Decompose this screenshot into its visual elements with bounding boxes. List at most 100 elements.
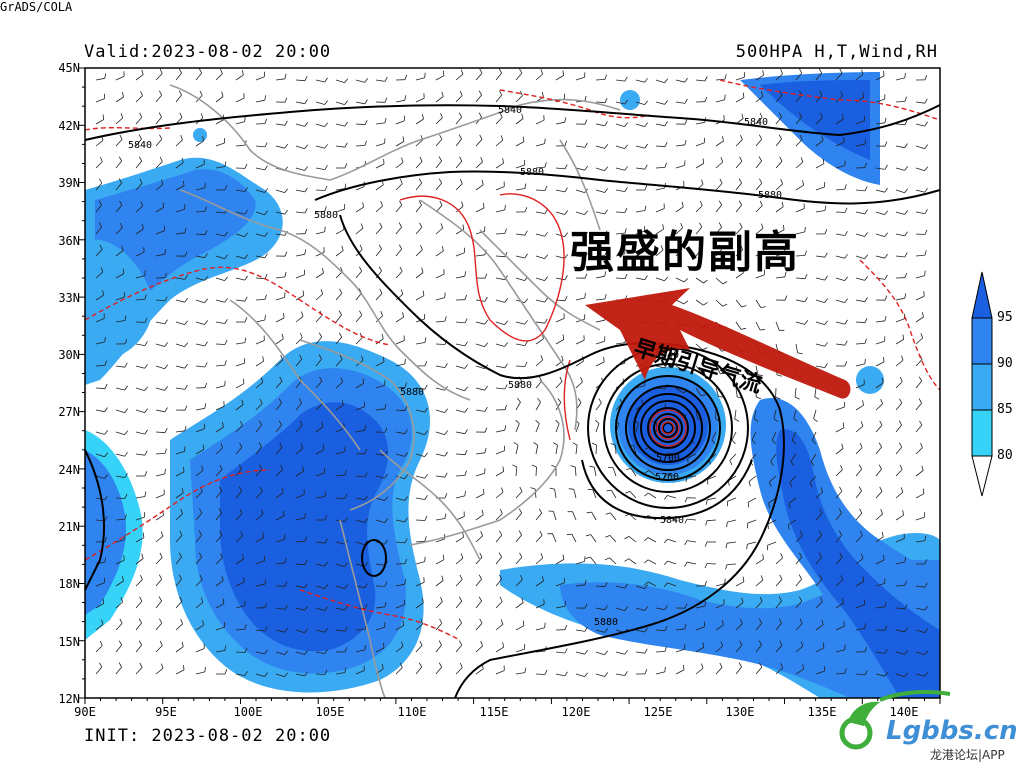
wind-barb-flag bbox=[204, 298, 209, 303]
wind-barb bbox=[215, 534, 223, 543]
wind-barb bbox=[915, 607, 925, 611]
wind-barb-flag bbox=[604, 672, 609, 677]
logo-text[interactable]: Lgbbs.cn bbox=[886, 716, 1018, 746]
wind-barb-flag bbox=[537, 398, 541, 403]
wind-barb bbox=[355, 206, 364, 213]
wind-barb-flag bbox=[642, 246, 645, 252]
wind-barb bbox=[735, 623, 743, 631]
wind-barb bbox=[875, 513, 883, 521]
contour-label: 5840 bbox=[744, 117, 768, 128]
wind-barb bbox=[235, 342, 245, 345]
wind-barb-flag bbox=[810, 461, 815, 466]
wind-barb-flag bbox=[459, 90, 463, 96]
wind-barb bbox=[835, 188, 846, 191]
wind-barb bbox=[195, 299, 205, 304]
wind-barb-flag bbox=[104, 73, 107, 79]
wind-barb-flag bbox=[264, 232, 269, 237]
wind-barb-flag bbox=[324, 491, 327, 497]
wind-barb-flag bbox=[320, 289, 324, 295]
wind-barb bbox=[195, 365, 205, 368]
wind-barb-flag bbox=[862, 92, 865, 98]
wind-barb bbox=[135, 622, 142, 631]
wind-barb-flag bbox=[787, 524, 790, 530]
wind-barb-flag bbox=[419, 640, 423, 646]
wind-barb bbox=[295, 585, 305, 589]
contour-label: 5840 bbox=[655, 350, 679, 361]
wind-barb-flag bbox=[164, 342, 169, 347]
wind-barb-flag bbox=[218, 508, 222, 514]
wind-barb bbox=[915, 629, 925, 633]
wind-barb bbox=[695, 205, 703, 213]
wind-barb-flag bbox=[840, 464, 843, 470]
wind-barb-flag bbox=[598, 398, 602, 404]
wind-barb-flag bbox=[102, 114, 105, 120]
wind-barb bbox=[667, 495, 677, 499]
wind-barb bbox=[575, 255, 585, 258]
wind-barb-flag bbox=[788, 503, 791, 509]
wind-barb-flag bbox=[304, 628, 309, 633]
wind-barb bbox=[255, 583, 265, 587]
wind-barb-flag bbox=[739, 156, 743, 162]
wind-barb bbox=[555, 582, 565, 587]
wind-barb bbox=[335, 474, 346, 477]
wind-barb bbox=[175, 185, 185, 191]
wind-barb-flag bbox=[162, 202, 165, 208]
wind-barb bbox=[255, 340, 265, 345]
wind-barb bbox=[515, 118, 524, 125]
wind-barb-flag bbox=[516, 398, 521, 403]
wind-barb-flag bbox=[264, 602, 267, 608]
wind-barb bbox=[475, 230, 485, 235]
wind-barb-flag bbox=[119, 618, 123, 624]
wind-barb bbox=[95, 204, 102, 213]
wind-barb bbox=[255, 255, 265, 259]
wind-barb-flag bbox=[139, 596, 143, 602]
wind-barb bbox=[895, 381, 903, 389]
wind-barb-flag bbox=[758, 618, 763, 624]
wind-barb-flag bbox=[344, 183, 347, 189]
wind-barb bbox=[535, 423, 540, 433]
wind-barb bbox=[135, 228, 144, 235]
wind-barb bbox=[495, 94, 503, 103]
wind-barb-flag bbox=[791, 439, 796, 445]
wind-barb-flag bbox=[459, 662, 463, 668]
wind-barb-flag bbox=[440, 596, 443, 602]
wind-barb-flag bbox=[741, 305, 747, 308]
wind-barb bbox=[155, 94, 163, 103]
wind-barb bbox=[115, 497, 126, 499]
wind-barb bbox=[795, 184, 804, 191]
wind-barb bbox=[895, 211, 905, 215]
wind-barb bbox=[695, 409, 698, 419]
wind-barb-flag bbox=[439, 134, 443, 140]
wind-barb bbox=[635, 145, 645, 149]
wind-barb bbox=[375, 361, 385, 367]
wind-barb bbox=[855, 120, 865, 125]
wind-barb-flag bbox=[684, 623, 687, 629]
wind-barb bbox=[555, 167, 566, 170]
wind-barb-flag bbox=[200, 597, 204, 603]
wind-barb bbox=[95, 182, 103, 191]
wind-barb bbox=[315, 651, 325, 654]
wind-barb bbox=[315, 272, 324, 279]
wind-barb bbox=[835, 255, 845, 259]
wind-barb bbox=[795, 72, 803, 81]
wind-barb-flag bbox=[644, 100, 649, 105]
wind-barb-flag bbox=[284, 143, 288, 149]
wind-barb-flag bbox=[281, 333, 284, 339]
wind-barb bbox=[215, 490, 223, 499]
wind-barb-flag bbox=[924, 229, 928, 235]
wind-barb bbox=[809, 475, 817, 484]
wind-barb-flag bbox=[424, 515, 428, 521]
wind-barb bbox=[835, 469, 843, 477]
wind-barb bbox=[535, 189, 546, 191]
wind-barb-flag bbox=[924, 628, 929, 633]
wind-barb-flag bbox=[751, 439, 756, 445]
wind-barb-flag bbox=[418, 178, 423, 184]
wind-barb-flag bbox=[920, 333, 924, 339]
wind-barb-flag bbox=[918, 376, 923, 382]
wind-barb-flag bbox=[861, 69, 864, 75]
wind-barb bbox=[615, 79, 625, 82]
wind-barb-flag bbox=[304, 144, 309, 149]
wind-barb bbox=[95, 98, 105, 103]
wind-barb-flag bbox=[259, 486, 263, 492]
wind-barb bbox=[595, 79, 606, 81]
